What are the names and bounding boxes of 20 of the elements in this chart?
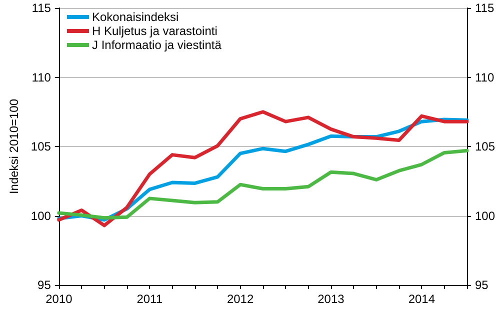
- y-axis-title: Indeksi 2010=100: [7, 98, 21, 194]
- y2-tick-label: 100: [475, 208, 496, 223]
- line-series: [57, 148, 469, 220]
- y-tick-label: 110: [32, 70, 52, 84]
- y-tick-label: 95: [38, 278, 52, 292]
- x-tick-label: 2014: [408, 292, 436, 306]
- legend-label: H Kuljetus ja varastointi: [92, 24, 218, 38]
- y-tick-label: 105: [30, 140, 52, 154]
- y2-tick-label: 115: [475, 1, 494, 15]
- y-tick-label: 100: [30, 208, 52, 223]
- x-tick-label: 2013: [318, 292, 345, 306]
- legend-label: J Informaatio ja viestintä: [92, 38, 222, 52]
- y2-tick-label: 95: [475, 278, 489, 292]
- y2-tick-label: 105: [475, 140, 496, 154]
- legend-label: Kokonaisindeksi: [92, 10, 179, 24]
- y-tick-label: 115: [32, 1, 52, 15]
- y2-tick-label: 110: [475, 70, 494, 84]
- x-tick-label: 2010: [46, 292, 73, 306]
- x-tick-label: 2012: [226, 292, 254, 306]
- x-tick-label: 2011: [136, 292, 163, 306]
